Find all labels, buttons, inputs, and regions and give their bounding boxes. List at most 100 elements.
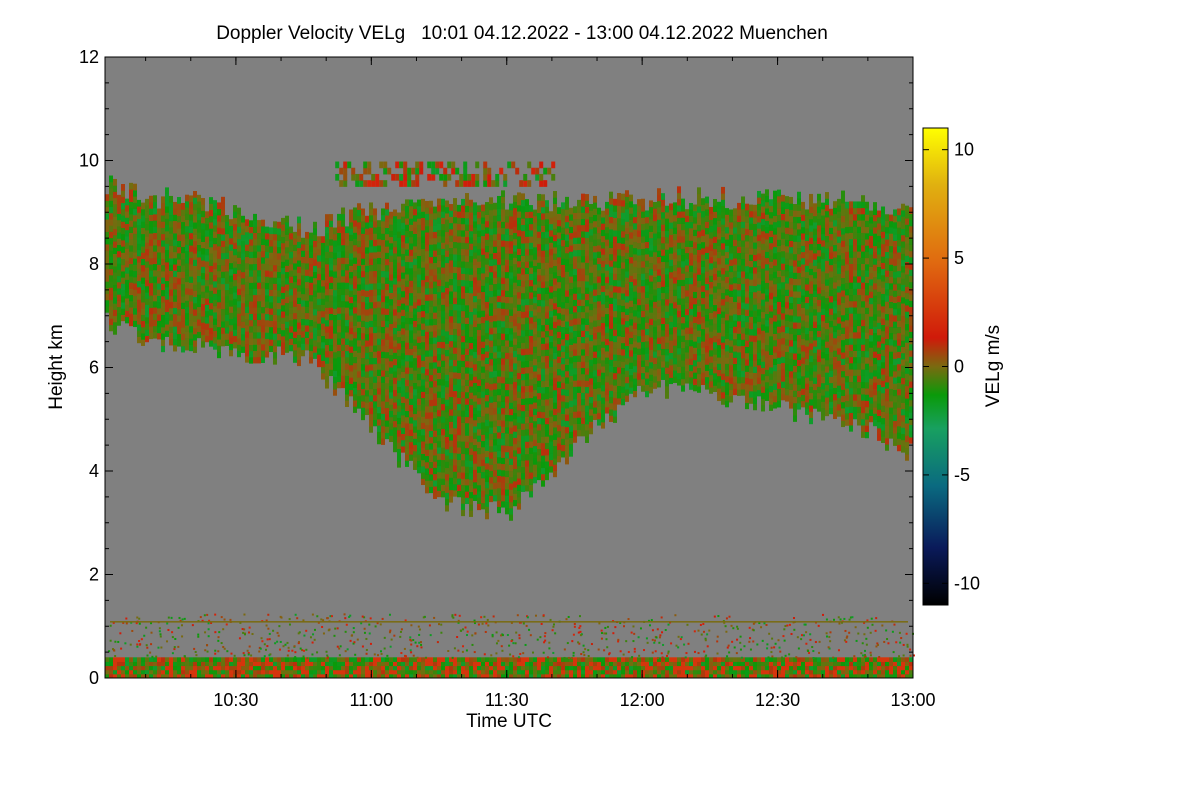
- velocity-cell: [669, 315, 673, 322]
- velocity-cell: [693, 297, 697, 305]
- velocity-cell: [553, 191, 557, 198]
- velocity-cell: [597, 232, 601, 240]
- velocity-cell: [321, 242, 325, 250]
- velocity-cell: [277, 240, 281, 248]
- velocity-cell: [201, 241, 205, 249]
- velocity-cell: [597, 313, 601, 320]
- velocity-cell: [137, 324, 141, 331]
- velocity-cell: [521, 410, 525, 418]
- velocity-cell: [449, 377, 453, 385]
- velocity-cell: [609, 259, 613, 267]
- velocity-cell: [561, 444, 565, 452]
- velocity-cell: [609, 216, 613, 224]
- velocity-cell: [493, 271, 497, 278]
- velocity-cell: [477, 304, 481, 312]
- velocity-cell: [377, 387, 381, 395]
- velocity-cell: [673, 370, 677, 377]
- velocity-cell: [633, 260, 637, 267]
- velocity-cell: [393, 290, 397, 297]
- velocity-cell: [297, 228, 301, 236]
- velocity-cell: [433, 287, 437, 295]
- velocity-cell: [701, 334, 705, 342]
- velocity-cell: [577, 429, 581, 437]
- velocity-cell: [361, 227, 365, 234]
- velocity-cell: [693, 316, 697, 323]
- velocity-cell: [549, 341, 553, 349]
- velocity-cell: [145, 310, 149, 318]
- velocity-cell: [669, 321, 673, 329]
- velocity-cell: [129, 207, 133, 215]
- velocity-cell: [465, 391, 469, 399]
- velocity-cell: [485, 251, 489, 259]
- velocity-cell: [333, 357, 337, 365]
- velocity-cell: [477, 211, 481, 219]
- velocity-cell: [345, 276, 349, 283]
- velocity-cell: [413, 438, 417, 446]
- velocity-cell: [441, 335, 445, 343]
- velocity-cell: [185, 331, 189, 339]
- velocity-cell: [509, 489, 513, 496]
- velocity-cell: [585, 405, 589, 412]
- velocity-cell: [385, 407, 389, 415]
- velocity-cell: [425, 399, 429, 407]
- velocity-cell: [149, 233, 153, 240]
- velocity-cell: [465, 279, 469, 287]
- velocity-cell: [509, 265, 513, 273]
- velocity-cell: [497, 419, 501, 427]
- velocity-cell: [185, 300, 189, 307]
- velocity-cell: [645, 334, 649, 342]
- velocity-cell: [625, 351, 629, 359]
- velocity-cell: [481, 384, 485, 392]
- velocity-cell: [425, 256, 429, 264]
- velocity-cell: [229, 312, 233, 320]
- velocity-cell: [425, 287, 429, 295]
- velocity-cell: [405, 410, 409, 418]
- velocity-cell: [649, 386, 653, 394]
- velocity-cell: [501, 376, 505, 384]
- velocity-cell: [677, 279, 681, 287]
- velocity-cell: [369, 301, 373, 309]
- velocity-cell: [509, 290, 513, 298]
- velocity-cell: [645, 309, 649, 317]
- velocity-cell: [485, 233, 489, 240]
- velocity-cell: [465, 317, 469, 324]
- velocity-cell: [489, 377, 493, 385]
- velocity-cell: [149, 214, 153, 222]
- velocity-cell: [569, 443, 573, 451]
- velocity-cell: [133, 214, 137, 222]
- velocity-cell: [513, 325, 517, 333]
- velocity-cell: [561, 301, 565, 309]
- velocity-cell: [629, 387, 633, 394]
- velocity-cell: [261, 319, 265, 326]
- velocity-cell: [525, 292, 529, 299]
- velocity-cell: [425, 468, 429, 475]
- velocity-cell: [173, 338, 177, 346]
- velocity-cell: [357, 265, 361, 273]
- velocity-cell: [677, 248, 681, 256]
- velocity-cell: [425, 387, 429, 394]
- velocity-cell: [277, 271, 281, 279]
- velocity-cell: [369, 426, 373, 433]
- velocity-cell: [405, 205, 409, 213]
- velocity-cell: [457, 409, 461, 417]
- velocity-cell: [461, 261, 465, 268]
- velocity-cell: [221, 252, 225, 260]
- velocity-cell: [201, 272, 205, 280]
- velocity-cell: [665, 317, 669, 325]
- velocity-cell: [237, 244, 241, 252]
- velocity-cell: [385, 314, 389, 322]
- velocity-cell: [521, 367, 525, 374]
- velocity-cell: [405, 273, 409, 281]
- velocity-cell: [505, 246, 509, 254]
- velocity-cell: [489, 278, 493, 285]
- velocity-cell: [693, 334, 697, 342]
- velocity-cell: [489, 451, 493, 459]
- velocity-cell: [541, 306, 545, 313]
- velocity-cell: [481, 210, 485, 218]
- velocity-cell: [505, 352, 509, 360]
- velocity-cell: [325, 239, 329, 246]
- velocity-cell: [701, 341, 705, 348]
- velocity-cell: [537, 324, 541, 332]
- velocity-cell: [441, 459, 445, 467]
- velocity-cell: [477, 435, 481, 442]
